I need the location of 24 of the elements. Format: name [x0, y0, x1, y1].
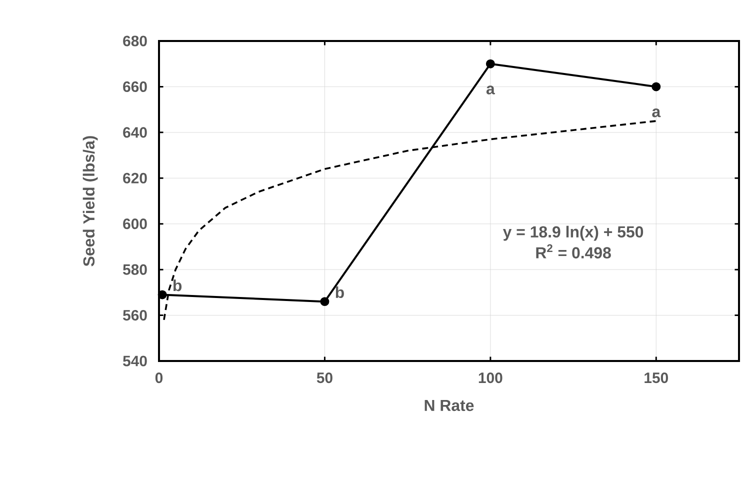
annotation: a	[652, 108, 661, 118]
y-axis-title: Seed Yield (lbs/a)	[82, 136, 98, 266]
x-axis-title: N Rate	[424, 400, 474, 412]
point	[158, 290, 167, 300]
x-tick-label: 0	[155, 372, 163, 384]
y-tick-label: 600	[123, 218, 147, 230]
y-tick-label: 560	[123, 310, 147, 321]
y-tick-label: 620	[123, 172, 147, 184]
point	[652, 82, 661, 92]
x-tick-label: 50	[316, 372, 332, 384]
y-tick-label: 540	[123, 356, 147, 366]
annotation: b	[336, 286, 344, 298]
annotation: a	[486, 86, 495, 94]
y-tick-label: 660	[123, 81, 147, 92]
y-tick-label: 580	[123, 264, 147, 275]
point	[320, 297, 330, 306]
x-tick-label: 150	[644, 372, 668, 384]
point	[486, 59, 495, 68]
y-tick-label: 680	[123, 36, 147, 46]
x-tick-label: 100	[478, 372, 502, 384]
y-tick-label: 640	[123, 127, 147, 138]
annotation: R$^{2}$ = 0.498	[536, 244, 611, 258]
annotation: y = 18.9 ln(x) + 550	[502, 226, 644, 241]
annotation: b	[174, 279, 182, 292]
